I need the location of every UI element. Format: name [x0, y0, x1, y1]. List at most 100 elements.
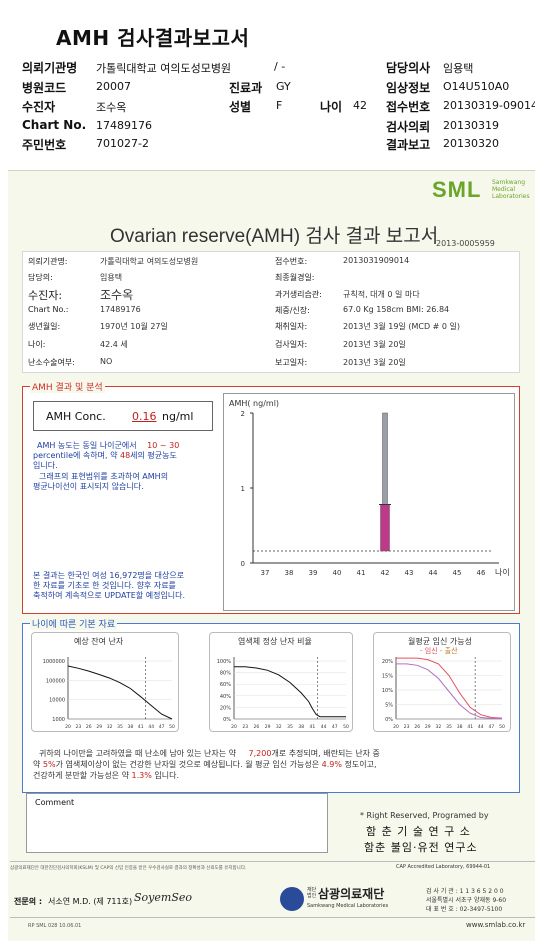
- foundation-type: 재단 법인: [307, 887, 316, 899]
- info-label-accession: 접수번호:: [275, 257, 308, 266]
- doctor-signature: SoyemSeo: [134, 891, 192, 904]
- info-value-doctor: 임용택: [100, 273, 123, 282]
- info-value-chart-no: 17489176: [100, 305, 141, 314]
- amh-y-tick-label: 1: [241, 485, 245, 493]
- analysis-line-3: 입니다.: [33, 461, 58, 470]
- analysis-percentile-range: 10 ~ 30: [147, 441, 180, 450]
- footer-note: 삼광의료재단은 대한진단검사의학회(KSLM) 및 CAP의 신임 인증을 받은…: [10, 866, 247, 871]
- info-label-collection-date: 채취일자:: [275, 322, 308, 331]
- chart-normal-oocytes-title: 염색체 정상 난자 비율: [238, 637, 312, 646]
- amh-conc-value: 0.16: [132, 410, 157, 423]
- foundation-type-2: 법인: [307, 893, 317, 899]
- amh-chart-frame: [223, 393, 515, 611]
- form-code: RP SML 028 10.06.01: [28, 923, 82, 929]
- info-label-chart-no: Chart No.:: [28, 305, 69, 314]
- mini-x-tick-label: 38: [457, 724, 463, 730]
- logo-sub-line3: Laboratories: [492, 193, 530, 200]
- header-label-department: 진료과: [229, 81, 263, 95]
- pregnancy-legend: - 임신 - 출산: [420, 646, 458, 656]
- mini-x-tick-label: 38: [298, 724, 304, 730]
- amh-bar-segment: [380, 504, 390, 552]
- mini-x-tick-label: 47: [159, 724, 165, 730]
- mini-x-tick-label: 44: [148, 724, 154, 730]
- amh-section-title: AMH 결과 및 분석: [30, 380, 105, 393]
- info-label-ovarian-surgery: 난소수술여부:: [28, 358, 75, 367]
- cap-accreditation: CAP Accredited Laboratory, 69944-01: [396, 864, 491, 870]
- header-value-department: GY: [276, 80, 291, 93]
- footer-bottom-divider: [10, 917, 535, 918]
- mini-y-tick-label: 15%: [382, 674, 393, 680]
- info-label-age: 나이:: [28, 340, 46, 349]
- mini-x-tick-label: 50: [169, 724, 175, 730]
- amh-result-box: AMH Conc. 0.16 ng/ml AMH 농도는 동일 나이군에서 10…: [22, 386, 520, 614]
- mini-x-tick-label: 50: [499, 724, 505, 730]
- mini-x-tick-label: 20: [393, 724, 399, 730]
- amh-age-chart: AMH( ng/ml) 나이 0 1 2 37 38 39 40 41 42 43 44 45 46: [223, 393, 515, 611]
- amh-chart-ylabel: AMH( ng/ml): [229, 399, 279, 408]
- header-label-hospital-code: 병원코드: [22, 81, 67, 95]
- header-label-request-date: 검사의뢰: [386, 120, 431, 134]
- mini-x-tick-label: 32: [107, 724, 113, 730]
- mini-x-tick-label: 26: [414, 724, 420, 730]
- amh-x-tick-label: 38: [285, 569, 294, 577]
- amh-x-tick-label: 46: [477, 569, 486, 577]
- info-value-collection-date: 2013년 3월 19일 (MCD # 0 일): [343, 322, 461, 331]
- analysis-line-2: percentile에 속하며, 약 48세의 평균농도: [33, 451, 177, 461]
- website: www.smlab.co.kr: [466, 921, 526, 929]
- header-label-chart-no: Chart No.: [22, 118, 87, 132]
- institute-name-1: 함 춘 기 술 연 구 소: [366, 825, 471, 838]
- mini-series-line: [396, 657, 503, 719]
- institute-name-2: 함춘 불임·유전 연구소: [364, 841, 478, 854]
- sml-logo: SML: [432, 177, 482, 202]
- note-line-2: 한 자료를 기초로 한 것입니다. 향후 자료를: [33, 581, 176, 590]
- comment-box: Comment: [26, 793, 328, 853]
- info-label-doctor: 담당의:: [28, 273, 53, 282]
- header-value-patient: 조수옥: [96, 101, 127, 114]
- mini-y-tick-label: 20%: [220, 705, 231, 711]
- mini-x-tick-label: 44: [321, 724, 327, 730]
- mini-x-tick-label: 38: [128, 724, 134, 730]
- contact-line-2: 서울특별시 서초구 양재동 9-60: [426, 897, 507, 904]
- legend-birth: - 출산: [439, 647, 458, 655]
- header-value-request-date: 20130319: [443, 119, 499, 132]
- sheet-title: Ovarian reserve(AMH) 검사 결과 보고서: [110, 226, 439, 247]
- mini-series-line: [67, 665, 173, 720]
- info-value-report-date: 2013년 3월 20일: [343, 358, 406, 367]
- sml-logo-subtext: Samkwang Medical Laboratories: [492, 179, 530, 200]
- comment-label: Comment: [35, 798, 75, 807]
- contact-line-1: 검 사 기 관 : 1 1 3 6 5 2 0 0: [426, 888, 504, 895]
- analysis-text-2c: 세의 평균농도: [130, 451, 177, 460]
- info-label-report-date: 보고일자:: [275, 358, 308, 367]
- document-number: 2013-0005959: [436, 239, 495, 248]
- summary-normal-percent: 5%: [42, 760, 56, 769]
- header-value-sex: F: [276, 99, 283, 112]
- amh-x-tick-label: 42: [381, 569, 390, 577]
- info-value-accession: 2013031909014: [343, 256, 410, 265]
- normal-oocytes-chart: 0% 20% 40% 60% 80% 100% 20 23 26 29 32 35 38 41 44 47 50: [217, 657, 349, 730]
- mini-x-tick-label: 23: [76, 724, 82, 730]
- header-label-clinical-info: 임상정보: [386, 81, 431, 95]
- summary-text-1a: 귀하의 나이만을 고려하였을 때 난소에 남아 있는 난자는 약: [39, 749, 236, 758]
- header-value-chart-no: 17489176: [96, 119, 152, 132]
- summary-text-2c: 가 염색체이상이 없는 건강한 난자일 것으로 예상됩니다. 월 평균 임신 가…: [55, 760, 320, 769]
- amh-y-tick-label: 2: [241, 410, 245, 418]
- mini-y-tick-label: 100%: [217, 659, 232, 665]
- amh-x-tick-label: 43: [405, 569, 414, 577]
- header-value-institution: 가톨릭대학교 여의도성모병원: [96, 62, 232, 75]
- mini-x-tick-label: 35: [117, 724, 123, 730]
- summary-line-2: 약 5%가 염색체이상이 없는 건강한 난자일 것으로 예상됩니다. 월 평균 …: [33, 759, 377, 770]
- foundation-name: 삼광의료재단: [318, 887, 385, 901]
- mini-x-tick-label: 29: [425, 724, 431, 730]
- mini-y-tick-label: 1000: [52, 717, 65, 723]
- mini-y-tick-label: 1000000: [43, 659, 65, 665]
- mini-x-tick-label: 20: [65, 724, 71, 730]
- info-label-institution: 의뢰기관명:: [28, 257, 68, 266]
- header-label-institution: 의뢰기관명: [22, 61, 78, 75]
- mini-x-tick-label: 23: [404, 724, 410, 730]
- header-value-clinical-info: O14U510A0: [443, 80, 510, 93]
- summary-pregnancy-rate: 4.9%: [321, 760, 342, 769]
- summary-text-1c: 개로 추정되며, 배란되는 난자 중: [271, 749, 380, 758]
- amh-y-tick-label: 0: [241, 560, 245, 568]
- summary-text-3a: 건강하게 분만할 가능성은 약: [33, 771, 129, 780]
- rights-text: * Right Reserved, Programed by: [360, 811, 489, 820]
